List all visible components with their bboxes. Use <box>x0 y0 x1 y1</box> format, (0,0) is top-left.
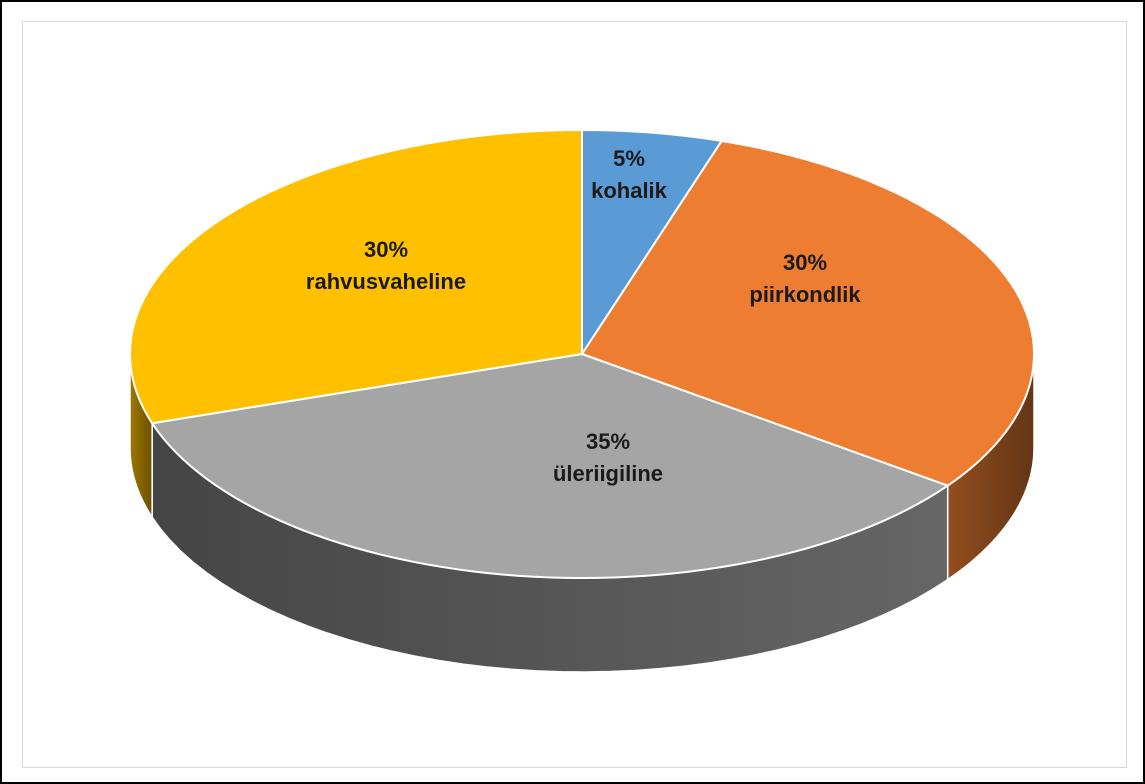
pie-slice-piirkondlik <box>580 139 1036 487</box>
slice-category: kohalik <box>591 178 668 203</box>
slice-percent: 5% <box>613 146 645 171</box>
slice-category: piirkondlik <box>749 282 861 307</box>
slice-label-kohalik: 5% kohalik <box>591 146 668 203</box>
slice-label-üleriigiline: 35% üleriigiline <box>553 429 663 486</box>
pie-slice-rahvusvaheline <box>128 128 583 425</box>
slice-percent: 30% <box>364 237 408 262</box>
slice-percent: 35% <box>586 429 630 454</box>
pie-labels: 5% kohalik 30% piirkondlik 35% üleriigiline 30… <box>306 146 861 486</box>
pie-slice-kohalik <box>581 128 724 358</box>
slice-label-piirkondlik: 30% piirkondlik <box>749 250 861 307</box>
slice-percent: 30% <box>783 250 827 275</box>
slice-category: üleriigiline <box>553 461 663 486</box>
slice-category: rahvusvaheline <box>306 269 466 294</box>
pie-slice-üleriigiline <box>150 352 950 580</box>
pie-tops <box>128 128 1036 580</box>
slice-label-rahvusvaheline: 30% rahvusvaheline <box>306 237 466 294</box>
